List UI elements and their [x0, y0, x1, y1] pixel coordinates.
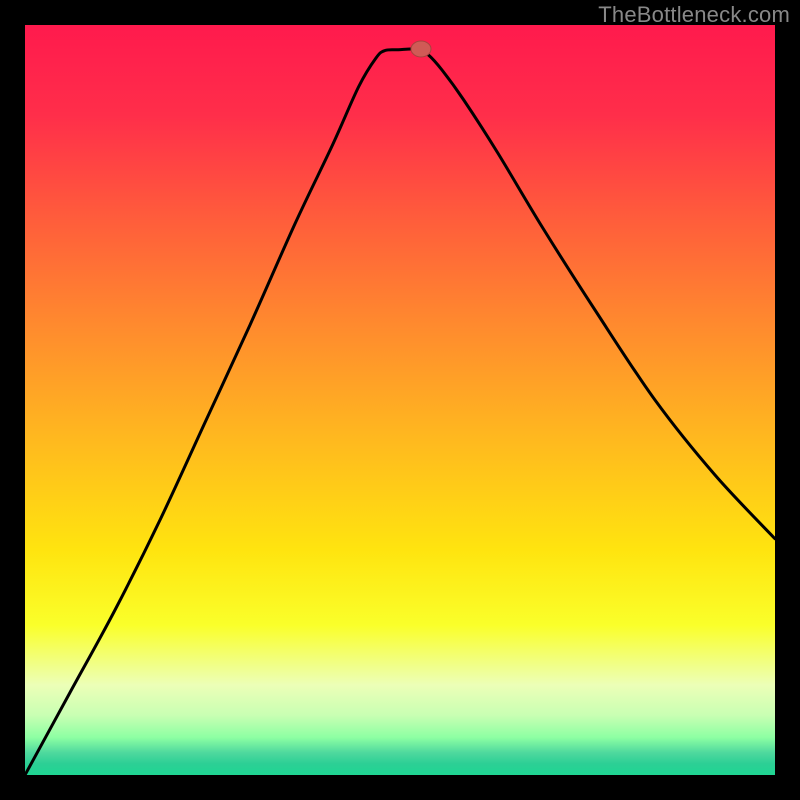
optimal-point-marker	[411, 41, 431, 57]
watermark: TheBottleneck.com	[598, 2, 790, 28]
chart-container: TheBottleneck.com	[0, 0, 800, 800]
chart-plot-area	[25, 25, 775, 775]
bottleneck-chart	[0, 0, 800, 800]
